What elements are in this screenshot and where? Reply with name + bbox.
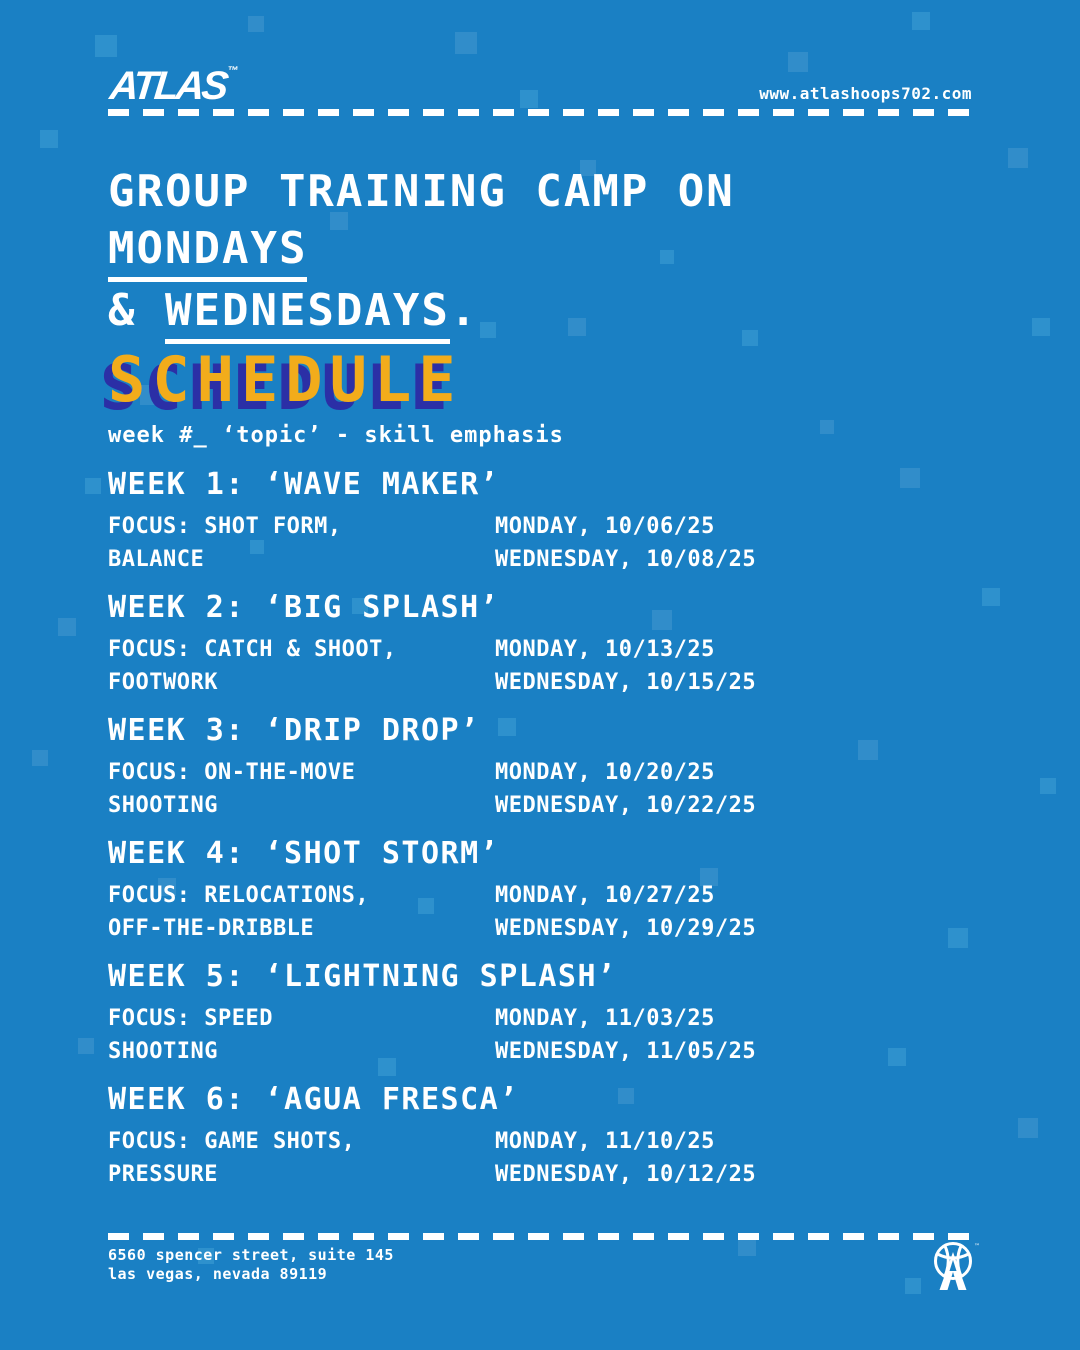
date-line: WEDNESDAY, 11/05/25 <box>495 1039 757 1064</box>
address-line-1: 6560 spencer street, suite 145 <box>108 1246 394 1264</box>
website-url[interactable]: www.atlashoops702.com <box>759 84 972 103</box>
focus-line: OFF-THE-DRIBBLE <box>108 916 315 941</box>
hero-line-2: MONDAYS <box>108 220 735 282</box>
week-3-focus: FOCUS: ON-THE-MOVE SHOOTING <box>108 756 495 822</box>
focus-line: FOCUS: ON-THE-MOVE <box>108 760 356 785</box>
schedule-title: SCHEDULE <box>108 343 463 416</box>
date-line: MONDAY, 10/13/25 <box>495 637 715 662</box>
week-1-focus: FOCUS: SHOT FORM, BALANCE <box>108 510 495 576</box>
hero-line-1: GROUP TRAINING CAMP ON <box>108 166 735 217</box>
atlas-wordmark-logo: ATLAS™ <box>107 64 239 108</box>
week-5-focus: FOCUS: SPEED SHOOTING <box>108 1002 495 1068</box>
focus-line: FOCUS: CATCH & SHOOT, <box>108 637 397 662</box>
focus-line: SHOOTING <box>108 1039 218 1064</box>
address-line-2: las vegas, nevada 89119 <box>108 1265 328 1283</box>
period: . <box>449 285 479 336</box>
date-line: MONDAY, 10/06/25 <box>495 514 715 539</box>
date-line: WEDNESDAY, 10/12/25 <box>495 1162 757 1187</box>
brand-text: ATLAS <box>107 64 228 108</box>
week-2-focus: FOCUS: CATCH & SHOOT, FOOTWORK <box>108 633 495 699</box>
mondays-underlined: MONDAYS <box>108 226 308 282</box>
week-5-section: WEEK 5: ‘LIGHTNING SPLASH’ FOCUS: SPEED … <box>108 960 1020 1068</box>
date-line: WEDNESDAY, 10/15/25 <box>495 670 757 695</box>
week-6-dates: MONDAY, 11/10/25 WEDNESDAY, 10/12/25 <box>495 1125 1020 1191</box>
trademark-symbol: ™ <box>226 65 239 77</box>
date-line: MONDAY, 11/10/25 <box>495 1129 715 1154</box>
focus-line: FOCUS: GAME SHOTS, <box>108 1129 356 1154</box>
week-6-focus: FOCUS: GAME SHOTS, PRESSURE <box>108 1125 495 1191</box>
logo-trademark: ™ <box>974 1243 980 1250</box>
week-6-heading: WEEK 6: ‘AGUA FRESCA’ <box>108 1082 519 1117</box>
week-5-heading: WEEK 5: ‘LIGHTNING SPLASH’ <box>108 959 617 994</box>
date-line: WEDNESDAY, 10/08/25 <box>495 547 757 572</box>
date-line: MONDAY, 10/20/25 <box>495 760 715 785</box>
week-5-dates: MONDAY, 11/03/25 WEDNESDAY, 11/05/25 <box>495 1002 1020 1068</box>
focus-line: SHOOTING <box>108 793 218 818</box>
bottom-dashed-divider <box>108 1233 972 1240</box>
week-2-heading: WEEK 2: ‘BIG SPLASH’ <box>108 590 500 625</box>
week-4-focus: FOCUS: RELOCATIONS, OFF-THE-DRIBBLE <box>108 879 495 945</box>
focus-line: FOCUS: SPEED <box>108 1006 273 1031</box>
week-4-heading: WEEK 4: ‘SHOT STORM’ <box>108 836 500 871</box>
focus-line: BALANCE <box>108 547 205 572</box>
week-1-heading: WEEK 1: ‘WAVE MAKER’ <box>108 467 500 502</box>
week-3-heading: WEEK 3: ‘DRIP DROP’ <box>108 713 480 748</box>
date-line: MONDAY, 11/03/25 <box>495 1006 715 1031</box>
week-6-section: WEEK 6: ‘AGUA FRESCA’ FOCUS: GAME SHOTS,… <box>108 1083 1020 1191</box>
wednesdays-underlined: WEDNESDAYS <box>164 288 450 344</box>
date-line: MONDAY, 10/27/25 <box>495 883 715 908</box>
top-dashed-divider <box>108 109 972 116</box>
schedule-subtitle: week #_ ‘topic’ - skill emphasis <box>108 423 564 448</box>
focus-line: FOCUS: SHOT FORM, <box>108 514 342 539</box>
address-block: 6560 spencer street, suite 145 las vegas… <box>108 1246 394 1284</box>
date-line: WEDNESDAY, 10/29/25 <box>495 916 757 941</box>
ampersand: & <box>108 285 165 336</box>
focus-line: PRESSURE <box>108 1162 218 1187</box>
atlas-basketball-logo-icon: ™ <box>930 1240 980 1296</box>
header: ATLAS™ www.atlashoops702.com <box>107 64 972 108</box>
week-4-section: WEEK 4: ‘SHOT STORM’ FOCUS: RELOCATIONS,… <box>108 837 1020 945</box>
week-3-dates: MONDAY, 10/20/25 WEDNESDAY, 10/22/25 <box>495 756 1020 822</box>
week-3-section: WEEK 3: ‘DRIP DROP’ FOCUS: ON-THE-MOVE S… <box>108 714 1020 822</box>
week-2-dates: MONDAY, 10/13/25 WEDNESDAY, 10/15/25 <box>495 633 1020 699</box>
week-4-dates: MONDAY, 10/27/25 WEDNESDAY, 10/29/25 <box>495 879 1020 945</box>
weeks-list: WEEK 1: ‘WAVE MAKER’ FOCUS: SHOT FORM, B… <box>108 468 1020 1206</box>
hero-heading: GROUP TRAINING CAMP ON MONDAYS & WEDNESD… <box>108 163 735 344</box>
week-1-dates: MONDAY, 10/06/25 WEDNESDAY, 10/08/25 <box>495 510 1020 576</box>
focus-line: FOOTWORK <box>108 670 218 695</box>
week-1-section: WEEK 1: ‘WAVE MAKER’ FOCUS: SHOT FORM, B… <box>108 468 1020 576</box>
hero-line-3: & WEDNESDAYS. <box>108 282 735 344</box>
date-line: WEDNESDAY, 10/22/25 <box>495 793 757 818</box>
focus-line: FOCUS: RELOCATIONS, <box>108 883 370 908</box>
week-2-section: WEEK 2: ‘BIG SPLASH’ FOCUS: CATCH & SHOO… <box>108 591 1020 699</box>
